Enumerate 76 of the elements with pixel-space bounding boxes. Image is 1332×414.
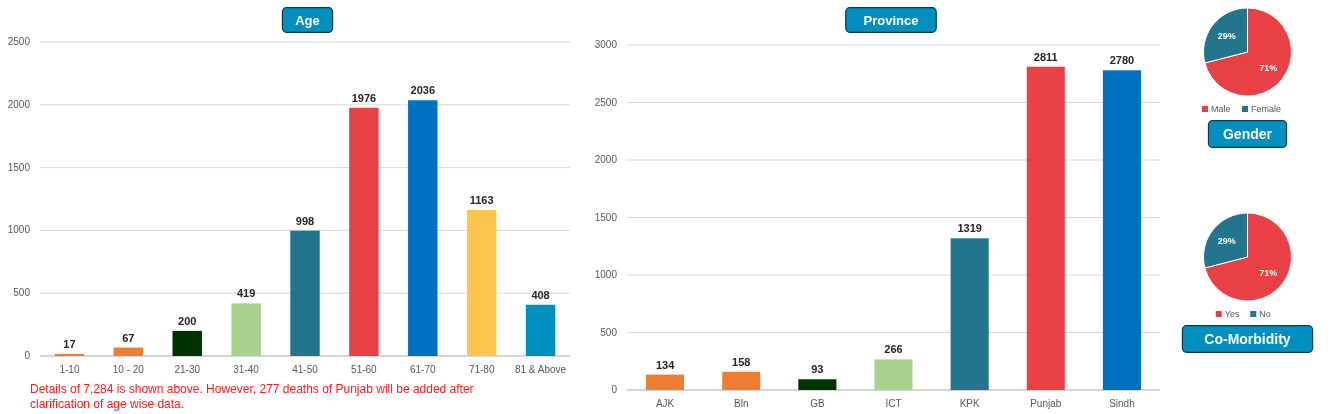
pie-slice xyxy=(1204,7,1292,97)
text: Co-Morbidity xyxy=(1204,330,1291,347)
bar xyxy=(722,371,761,390)
data-label: 998 xyxy=(295,214,315,227)
legend-label: Male xyxy=(1211,104,1231,114)
y-tick-label: 1000 xyxy=(594,269,618,280)
x-tick-label: 31-40 xyxy=(233,364,260,375)
legend-label: No xyxy=(1259,309,1271,319)
x-tick-label: KPK xyxy=(959,398,980,409)
x-tick-label: Bln xyxy=(733,398,749,409)
y-tick-label: 0 xyxy=(24,350,31,361)
chart-title: Age xyxy=(295,12,320,28)
bar xyxy=(54,353,85,356)
bar xyxy=(525,304,556,356)
data-label: 2811 xyxy=(1033,50,1058,63)
bar xyxy=(798,379,837,390)
bar xyxy=(290,230,320,356)
legend-label: Yes xyxy=(1224,309,1240,319)
data-label: 408 xyxy=(531,288,550,301)
bar xyxy=(950,238,989,390)
x-tick-label: 71-80 xyxy=(468,364,495,375)
data-label: 1163 xyxy=(469,193,494,206)
bar xyxy=(646,374,685,390)
data-label: 419 xyxy=(236,287,256,300)
text: Details of 7,284 is shown above. However, 277 deaths of Punjab will be added after clarification of age wise data. xyxy=(30,382,474,411)
data-label: 71% xyxy=(1259,268,1278,279)
y-tick-label: 2500 xyxy=(7,36,31,47)
data-label: 93 xyxy=(811,363,824,376)
data-label: 17 xyxy=(63,337,76,350)
y-tick-label: 1000 xyxy=(7,224,31,236)
bar xyxy=(231,303,261,356)
y-tick-label: 500 xyxy=(600,326,618,338)
data-label: 29% xyxy=(1217,30,1236,41)
y-tick-label: 1500 xyxy=(594,211,618,223)
text: Gender xyxy=(1222,125,1273,142)
chart-title: Province xyxy=(863,12,919,28)
data-label: 158 xyxy=(732,355,751,368)
x-tick-label: Punjab xyxy=(1030,398,1062,409)
data-label: 1319 xyxy=(957,222,982,235)
data-label: 29% xyxy=(1217,235,1236,246)
y-tick-label: 3000 xyxy=(594,39,618,50)
bar xyxy=(172,330,202,356)
bar xyxy=(408,100,438,356)
y-tick-label: 2000 xyxy=(7,98,31,110)
bar xyxy=(1102,70,1141,390)
bar xyxy=(466,209,497,356)
bar xyxy=(349,107,379,356)
pie-slice xyxy=(1204,212,1292,302)
y-tick-label: 2000 xyxy=(594,154,618,165)
x-tick-label: 81 & Above xyxy=(514,364,567,375)
data-label: 200 xyxy=(178,314,197,327)
data-label: 71% xyxy=(1259,63,1278,74)
data-label: 67 xyxy=(122,331,135,344)
x-tick-label: 41-50 xyxy=(292,364,319,375)
x-tick-label: 21-30 xyxy=(174,364,201,375)
x-tick-label: 61-70 xyxy=(409,364,436,375)
x-tick-label: GB xyxy=(810,398,825,409)
legend-label: Female xyxy=(1251,104,1282,114)
bar xyxy=(113,347,144,356)
y-tick-label: 500 xyxy=(13,287,31,299)
x-tick-label: AJK xyxy=(655,398,675,409)
y-tick-label: 0 xyxy=(611,384,618,395)
data-label: 134 xyxy=(655,358,676,371)
bar xyxy=(1026,66,1065,390)
data-label: 2780 xyxy=(1109,54,1135,67)
x-tick-label: 1-10 xyxy=(59,364,80,375)
x-tick-label: 51-60 xyxy=(351,364,378,375)
x-tick-label: Sindh xyxy=(1109,398,1135,409)
y-tick-label: 1500 xyxy=(7,161,31,173)
x-tick-label: ICT xyxy=(885,398,902,409)
data-label: 1976 xyxy=(351,91,377,104)
data-label: 2036 xyxy=(410,84,436,97)
bar xyxy=(874,359,913,390)
y-tick-label: 2500 xyxy=(594,96,618,108)
data-label: 266 xyxy=(884,343,903,356)
x-tick-label: 10 - 20 xyxy=(112,364,145,375)
